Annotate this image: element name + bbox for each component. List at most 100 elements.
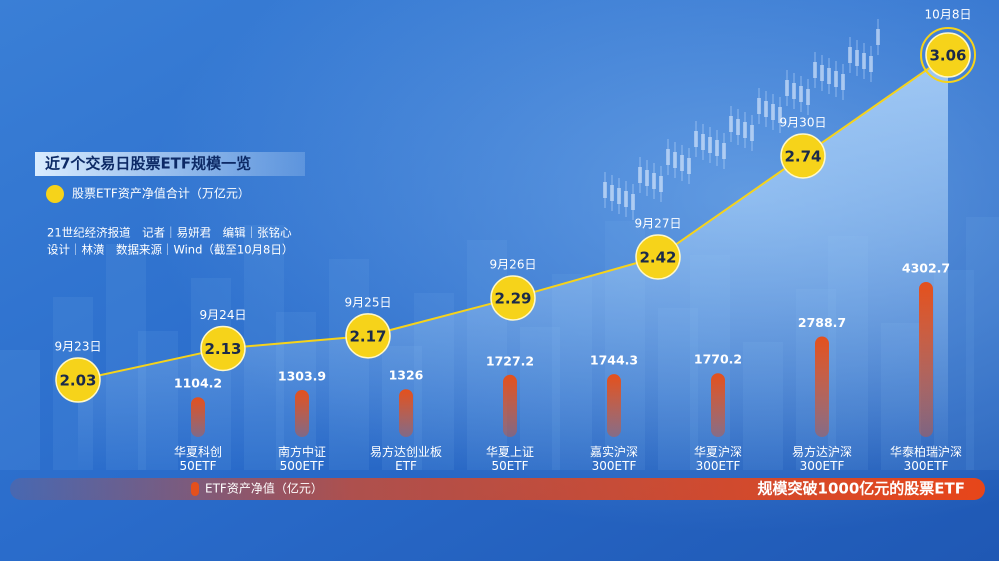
- candle: [876, 29, 880, 45]
- data-label: 2.42: [639, 248, 676, 266]
- bar: [295, 390, 309, 437]
- candle: [603, 182, 607, 198]
- data-label: 2.74: [784, 147, 821, 165]
- candle: [778, 107, 782, 123]
- candle: [617, 188, 621, 204]
- bar: [191, 397, 205, 437]
- data-label: 2788.7: [798, 315, 846, 330]
- x-label: 9月23日: [55, 340, 102, 354]
- data-label: 1303.9: [278, 369, 326, 384]
- x-label: 9月26日: [490, 257, 537, 271]
- bar: [399, 389, 413, 437]
- data-label: 2.29: [494, 289, 531, 307]
- candle: [813, 62, 817, 78]
- point: [55, 357, 101, 403]
- candle: [659, 176, 663, 192]
- data-label: 2.03: [59, 372, 96, 390]
- candle: [666, 149, 670, 165]
- candle: [687, 158, 691, 174]
- point: [345, 313, 391, 359]
- data-label: 1744.3: [590, 353, 638, 368]
- candle: [764, 101, 768, 117]
- point: [200, 325, 246, 372]
- data-label: 1326: [389, 368, 424, 383]
- candle: [715, 140, 719, 156]
- candle: [827, 68, 831, 84]
- data-label: 1727.2: [486, 353, 534, 368]
- x-label: 9月27日: [635, 216, 682, 230]
- x-label: 华夏沪深 300ETF: [694, 445, 742, 473]
- candle: [701, 134, 705, 150]
- x-label: 南方中证 500ETF: [278, 444, 326, 473]
- candle: [757, 98, 761, 114]
- legend-marker: [191, 482, 199, 496]
- x-label: 易方达沪深 300ETF: [792, 444, 852, 473]
- candle: [785, 80, 789, 96]
- x-label: 华泰柏瑞沪深 300ETF: [890, 444, 962, 473]
- bar: [815, 336, 829, 437]
- banner-title: 规模突破1000亿元的股票ETF: [758, 480, 965, 498]
- candle: [820, 65, 824, 81]
- x-label: 华夏上证 50ETF: [486, 445, 534, 473]
- highlight-ring: [920, 27, 976, 83]
- candle: [841, 74, 845, 90]
- candle: [652, 173, 656, 189]
- data-label: 3.06: [929, 47, 966, 65]
- bar: [711, 373, 725, 437]
- x-label: 9月25日: [345, 295, 392, 309]
- data-label: 1104.2: [174, 376, 222, 391]
- bar: [607, 374, 621, 437]
- candle: [848, 47, 852, 63]
- candle: [771, 104, 775, 120]
- candle: [792, 83, 796, 99]
- credit: 设计｜林潢 数据来源｜Wind（截至10月8日）: [47, 243, 293, 257]
- point: [490, 275, 536, 321]
- legend-marker: [46, 185, 64, 203]
- candle: [799, 86, 803, 102]
- candle: [834, 71, 838, 87]
- candle: [680, 155, 684, 171]
- point: [780, 133, 826, 179]
- data-label: 2.13: [204, 340, 241, 358]
- point: [635, 234, 681, 280]
- credit: 21世纪经济报道 记者｜易妍君 编辑｜张铭心: [47, 226, 292, 240]
- candle: [750, 125, 754, 141]
- candle: [708, 137, 712, 153]
- title-bar: [35, 152, 305, 176]
- area: [78, 55, 948, 470]
- candle: [855, 50, 859, 66]
- bar: [503, 374, 517, 437]
- candle: [869, 56, 873, 72]
- candle: [806, 89, 810, 105]
- point: [925, 32, 971, 78]
- candle: [638, 167, 642, 183]
- candle: [862, 53, 866, 69]
- candle: [631, 194, 635, 210]
- building: [966, 217, 999, 470]
- candle: [694, 131, 698, 147]
- chart-title: 近7个交易日股票ETF规模一览: [45, 155, 251, 173]
- legend-label: 股票ETF资产净值合计（万亿元）: [72, 186, 250, 201]
- candle: [736, 119, 740, 135]
- data-label: 1770.2: [694, 352, 742, 367]
- data-label: 4302.7: [902, 261, 950, 276]
- legend-label: ETF资产净值（亿元）: [205, 481, 323, 496]
- bar: [919, 282, 933, 437]
- building: [0, 350, 40, 470]
- candle: [729, 116, 733, 132]
- banner: [10, 478, 985, 500]
- candle: [722, 143, 726, 159]
- x-label: 9月30日: [780, 115, 827, 129]
- candle: [743, 122, 747, 138]
- candle: [610, 185, 614, 201]
- candle: [673, 152, 677, 168]
- x-label: 9月24日: [200, 308, 247, 322]
- x-label: 嘉实沪深 300ETF: [590, 444, 638, 473]
- candle: [624, 191, 628, 207]
- data-label: 2.17: [349, 327, 386, 345]
- x-label: 10月8日: [925, 8, 972, 22]
- x-label: 易方达创业板 ETF: [370, 444, 442, 473]
- candle: [645, 170, 649, 186]
- x-label: 华夏科创 50ETF: [174, 445, 222, 473]
